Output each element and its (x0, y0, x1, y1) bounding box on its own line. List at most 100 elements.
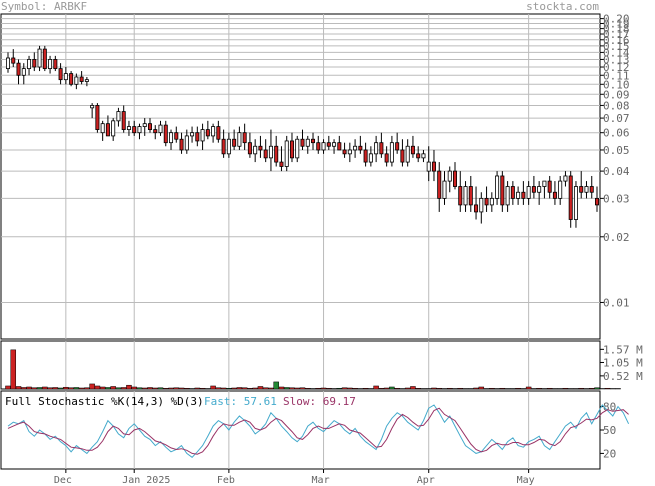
volume-bar (152, 387, 158, 390)
x-tick-label: Dec (54, 475, 72, 486)
candle-down (547, 180, 552, 193)
candle-down (174, 132, 179, 140)
price-tick-label: 0.01 (603, 296, 630, 309)
volume-bar (404, 387, 411, 390)
volume-bar (357, 388, 364, 390)
volume-bar (189, 388, 195, 390)
candle-up (84, 79, 89, 82)
volume-bar (236, 387, 243, 390)
volume-bar (141, 387, 148, 390)
candle-up (353, 145, 358, 151)
volume-bar (552, 388, 558, 390)
volume-bar (425, 388, 432, 390)
stoch-tick-label: 50 (603, 424, 616, 437)
candle-up (200, 129, 205, 142)
candle-down (416, 153, 421, 159)
candle-up (542, 180, 547, 187)
candle-up (237, 132, 242, 147)
price-tick-label: 0.10 (603, 78, 630, 91)
candle-up (479, 197, 484, 213)
candle-down (437, 170, 442, 199)
price-tick-label: 0.18 (603, 23, 630, 36)
candle-down (568, 175, 573, 220)
volume-bar (126, 384, 132, 390)
volume-bar (278, 386, 285, 390)
volume-bar (299, 387, 306, 390)
candle-up (268, 145, 273, 159)
candle-up (573, 186, 578, 220)
candle-up (190, 132, 195, 137)
volume-bar (84, 387, 90, 390)
volume-bar (504, 388, 511, 390)
candle-down (384, 153, 389, 163)
candle-down (205, 129, 210, 137)
candle-up (516, 191, 521, 199)
candle-up (505, 186, 510, 206)
candle-up (537, 186, 542, 193)
candle-up (27, 59, 32, 70)
stoch-title: Full Stochastic %K(14,3) %D(3) (5, 395, 204, 408)
volume-bar (536, 387, 542, 390)
candle-down (153, 129, 158, 134)
price-tick-label: 0.05 (603, 144, 630, 157)
volume-bar (331, 388, 337, 390)
volume-bar (320, 387, 327, 390)
volume-bar (110, 386, 116, 390)
volume-bar (52, 387, 59, 390)
candle-down (552, 191, 557, 199)
volume-bar (578, 387, 584, 390)
volume-bar (615, 388, 621, 390)
volume-bar (599, 388, 606, 390)
volume-bar (283, 387, 290, 390)
candle-down (247, 142, 252, 155)
volume-bar (252, 387, 258, 390)
volume-bar (262, 387, 269, 390)
volume-bar (462, 388, 469, 390)
volume-bar (326, 387, 332, 390)
volume-bar (57, 387, 64, 390)
candle-down (410, 145, 415, 155)
candle-down (358, 145, 363, 151)
volume-bar (305, 387, 311, 390)
candle-up (111, 120, 116, 137)
volume-bar (220, 387, 227, 390)
volume-bar (184, 387, 190, 390)
volume-bar (231, 387, 237, 390)
price-tick-label: 0.20 (603, 13, 630, 26)
volume-bar (499, 387, 506, 390)
volume-bar (68, 387, 74, 390)
candle-down (121, 111, 126, 130)
price-tick-label: 0.17 (603, 28, 630, 41)
site-label[interactable]: stockta.com (526, 0, 599, 13)
candle-up (489, 197, 494, 206)
volume-bar (257, 386, 264, 390)
volume-bar (541, 388, 548, 390)
volume-bar (315, 387, 322, 390)
stoch-slow-line (7, 407, 629, 455)
volume-bar (473, 387, 479, 390)
volume-bar (268, 387, 274, 390)
volume-bar (26, 386, 32, 390)
volume-bar (525, 386, 532, 390)
candle-down (42, 48, 47, 70)
candle-down (400, 149, 405, 163)
volume-bar (241, 387, 248, 390)
candle-down (53, 59, 58, 70)
candle-up (63, 73, 68, 81)
volume-bar (562, 387, 569, 390)
volume-bar (210, 385, 216, 390)
volume-bar (383, 387, 390, 390)
volume-bar (483, 388, 490, 390)
candle-up (137, 126, 142, 134)
volume-tick-label: 0.52 M (603, 370, 643, 383)
price-tick-label: 0.09 (603, 88, 630, 101)
volume-bar (89, 383, 95, 390)
candle-down (258, 145, 263, 151)
candle-down (484, 197, 489, 206)
volume-bar (510, 388, 516, 390)
volume-bar (78, 387, 85, 390)
candle-down (232, 138, 237, 147)
candle-down (311, 138, 316, 144)
candle-up (21, 68, 26, 76)
candle-up (495, 175, 500, 199)
